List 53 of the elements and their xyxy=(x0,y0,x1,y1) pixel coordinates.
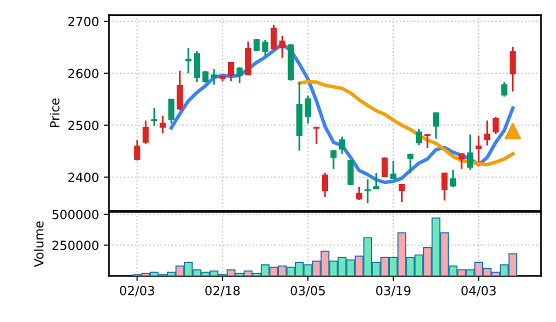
candlestick xyxy=(492,116,499,135)
candlestick xyxy=(484,120,490,146)
candlestick xyxy=(450,169,456,188)
candlestick xyxy=(134,139,140,162)
x-tick-label: 03/19 xyxy=(376,286,410,296)
candlestick xyxy=(210,68,218,86)
x-tick-label: 03/05 xyxy=(290,286,325,296)
y-tick-label: 250000 xyxy=(52,240,98,250)
candlestick xyxy=(304,94,311,125)
candlestick xyxy=(313,126,320,145)
y-tick-label: 500000 xyxy=(52,210,98,220)
y-tick-label: 2400 xyxy=(68,172,98,182)
candlestick xyxy=(151,107,158,127)
candlestick xyxy=(364,178,371,204)
y-axis-title: Volume xyxy=(34,221,44,268)
candlestick xyxy=(322,172,328,198)
line-series xyxy=(298,80,515,166)
candlestick xyxy=(279,35,286,59)
candlestick xyxy=(160,115,166,134)
candlestick xyxy=(390,160,396,180)
candlestick xyxy=(356,186,362,201)
candlestick xyxy=(424,133,430,149)
candlestick xyxy=(407,152,414,174)
candlestick xyxy=(330,149,337,170)
y-tick-label: 2700 xyxy=(68,16,98,26)
x-tick-label: 04/03 xyxy=(461,286,496,296)
candlestick xyxy=(441,172,448,202)
candlestick xyxy=(476,134,482,163)
candlestick xyxy=(458,152,465,170)
y-tick-label: 2500 xyxy=(68,120,98,130)
candlestick xyxy=(228,61,234,82)
candlestick xyxy=(262,39,268,56)
y-axis-title: Price xyxy=(50,98,60,128)
candlestick xyxy=(142,120,149,145)
candlestick xyxy=(348,159,354,186)
x-tick-label: 02/03 xyxy=(120,286,154,296)
candlestick xyxy=(338,136,346,155)
candlestick xyxy=(202,70,209,84)
candlestick xyxy=(373,172,380,190)
candlestick xyxy=(168,98,174,125)
candlestick xyxy=(510,46,516,92)
candlestick xyxy=(270,24,277,51)
candlestick xyxy=(194,50,200,83)
candlestick xyxy=(236,66,243,84)
candlestick xyxy=(416,128,422,146)
candlestick xyxy=(254,38,260,52)
candlestick xyxy=(398,183,405,203)
candlestick xyxy=(467,134,474,171)
candlestick xyxy=(501,81,508,98)
candlestick xyxy=(432,111,440,140)
y-tick-label: 2600 xyxy=(68,68,98,78)
candlestick xyxy=(176,70,183,111)
x-tick-label: 02/18 xyxy=(205,286,240,296)
